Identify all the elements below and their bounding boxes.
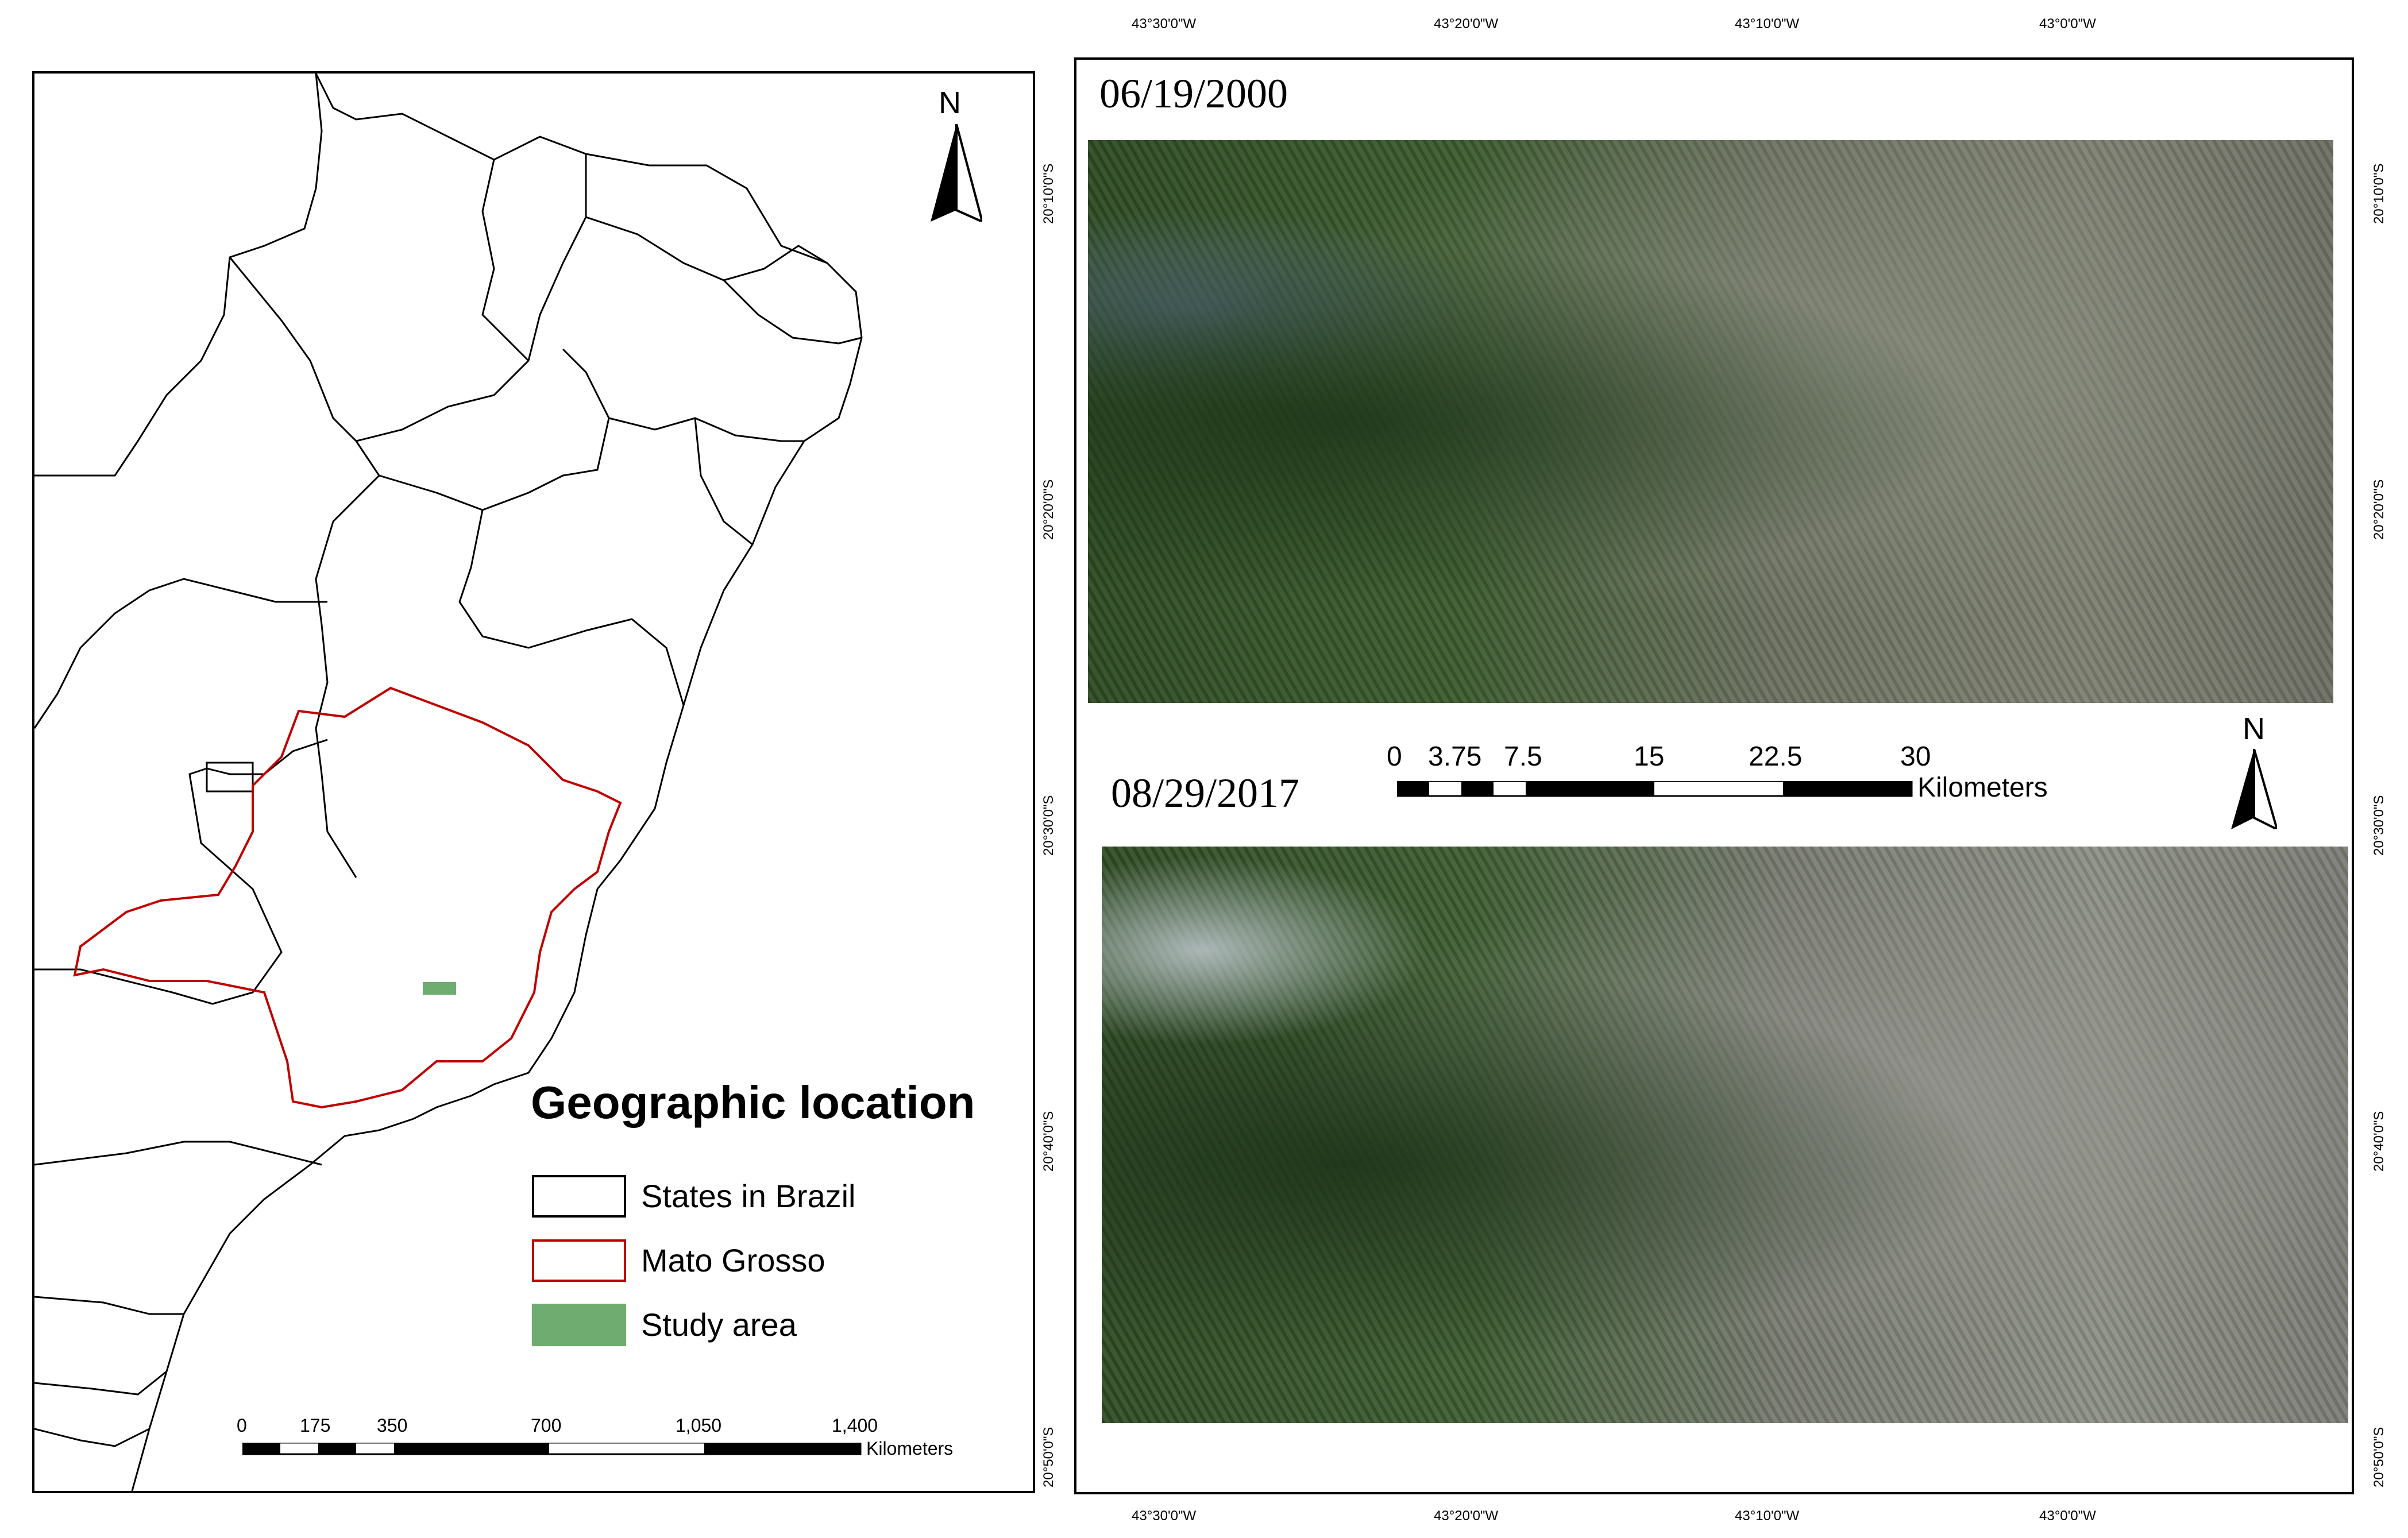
latitude-tick-right: 20°10'0"S <box>2371 163 2387 224</box>
scale-unit-label: Kilometers <box>1917 772 2048 803</box>
study-area-marker <box>423 982 456 995</box>
legend-label-states: States in Brazil <box>641 1178 856 1214</box>
scale-tick-label: 3.75 <box>1428 741 1482 772</box>
legend-item-states: States in Brazil <box>532 1175 856 1218</box>
scale-tick-label: 0 <box>237 1415 247 1436</box>
latitude-tick-right: 20°50'0"S <box>2371 1427 2387 1487</box>
scale-tick-label: 175 <box>300 1415 331 1436</box>
legend-label-study-area: Study area <box>641 1307 797 1343</box>
latitude-tick-right: 20°20'0"S <box>2371 479 2387 540</box>
latitude-tick-left: 20°20'0"S <box>1041 479 1056 540</box>
image-date-2017: 08/29/2017 <box>1111 770 1300 816</box>
legend-item-study-area: Study area <box>532 1304 797 1346</box>
satellite-image-2000 <box>1088 140 2333 703</box>
scale-tick-label: 700 <box>531 1415 562 1436</box>
location-map-frame: N Geographic location States in Brazil M… <box>32 71 1035 1493</box>
scale-tick-label: 1,400 <box>832 1415 878 1436</box>
latitude-tick-right: 20°30'0"S <box>2371 795 2387 856</box>
latitude-tick-left: 20°50'0"S <box>1041 1427 1056 1487</box>
legend-label-mato-grosso: Mato Grosso <box>641 1242 825 1278</box>
scale-tick-label: 22.5 <box>1749 741 1803 772</box>
legend-swatch-states <box>532 1175 626 1218</box>
longitude-tick-top: 43°20'0"W <box>1434 16 1499 32</box>
scale-unit-label: Kilometers <box>866 1438 954 1459</box>
latitude-tick-left: 20°30'0"S <box>1041 795 1056 856</box>
longitude-tick-bottom: 43°30'0"W <box>1132 1508 1197 1524</box>
scale-bar <box>242 1443 862 1455</box>
legend-title: Geographic location <box>531 1077 975 1128</box>
longitude-tick-bottom: 43°20'0"W <box>1434 1508 1499 1524</box>
north-arrow-icon <box>2231 749 2277 829</box>
latitude-tick-left: 20°10'0"S <box>1041 163 1056 224</box>
scale-tick-label: 30 <box>1900 741 1931 772</box>
satellite-map-frame: 06/19/2000 0 3.75 7.5 15 22.5 30 Kilomet… <box>1074 57 2354 1494</box>
scale-bar <box>1397 781 1913 797</box>
scale-tick-label: 1,050 <box>676 1415 722 1436</box>
image-date-2000: 06/19/2000 <box>1099 71 1288 117</box>
longitude-tick-top: 43°10'0"W <box>1735 16 1800 32</box>
legend-swatch-study-area <box>532 1304 626 1346</box>
scale-tick-label: 7.5 <box>1504 741 1542 772</box>
scale-tick-label: 0 <box>1387 741 1402 772</box>
satellite-image-2017 <box>1102 847 2348 1423</box>
scale-tick-label: 350 <box>377 1415 408 1436</box>
longitude-tick-top: 43°30'0"W <box>1132 16 1197 32</box>
mato-grosso-outline <box>73 686 622 1109</box>
scale-tick-label: 15 <box>1634 741 1665 772</box>
legend-item-mato-grosso: Mato Grosso <box>532 1239 825 1282</box>
north-label: N <box>2243 712 2265 746</box>
latitude-tick-left: 20°40'0"S <box>1041 1111 1056 1172</box>
brazil-states-map <box>34 74 863 1491</box>
latitude-tick-right: 20°40'0"S <box>2371 1111 2387 1172</box>
north-arrow-icon <box>931 124 982 222</box>
longitude-tick-top: 43°0'0"W <box>2039 16 2096 32</box>
longitude-tick-bottom: 43°0'0"W <box>2039 1508 2096 1524</box>
north-label: N <box>939 86 961 120</box>
legend-swatch-mato-grosso <box>532 1239 626 1282</box>
longitude-tick-bottom: 43°10'0"W <box>1735 1508 1800 1524</box>
